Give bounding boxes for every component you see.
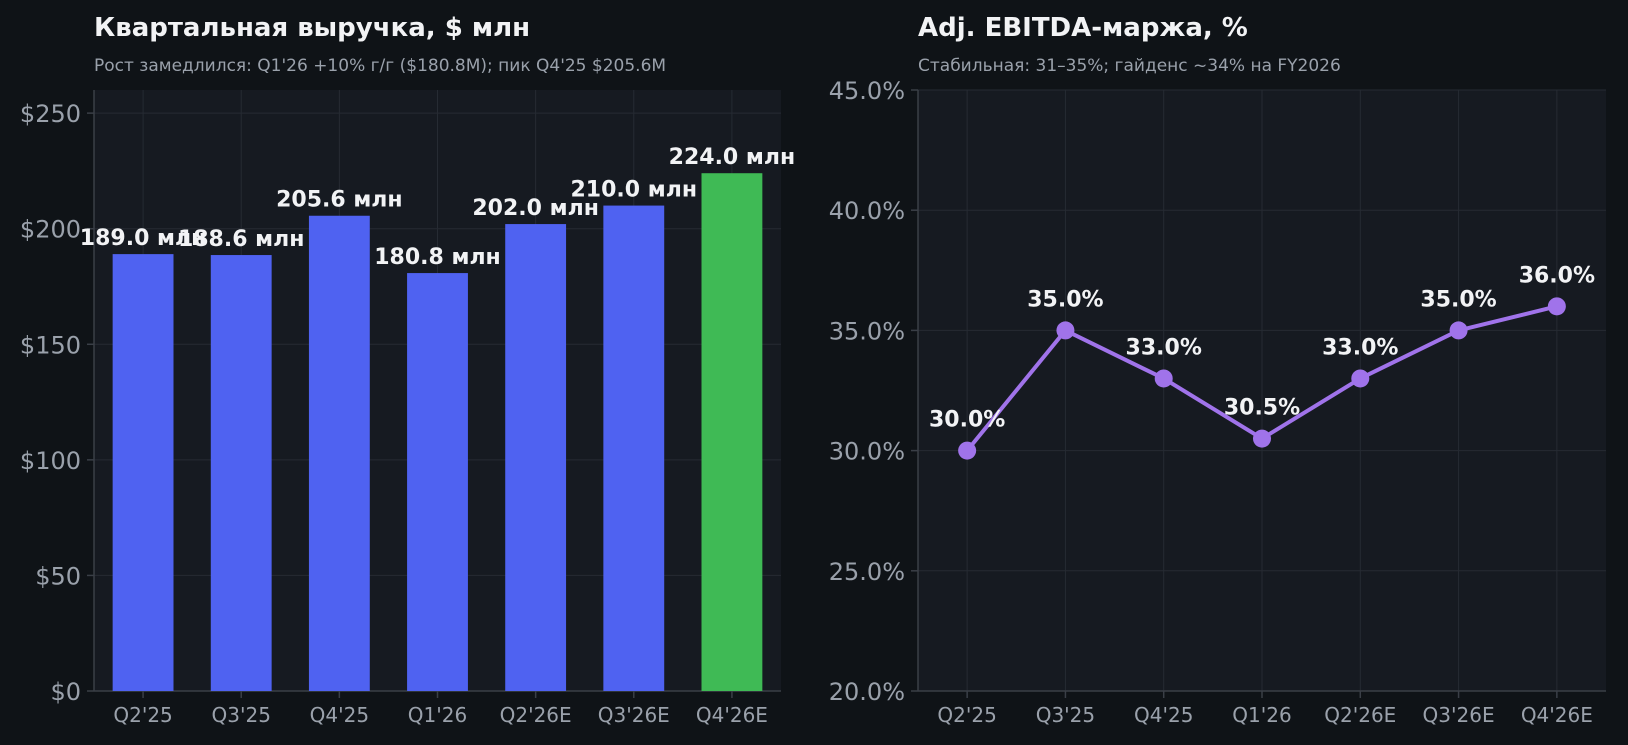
revenue-ytick-label: $250 (20, 100, 81, 128)
revenue-bar (308, 215, 370, 692)
revenue-xtick-label: Q3'25 (212, 703, 271, 727)
revenue-bar-chart: $0 $50 $100 $150 $200 $250 Q2'25 Q3'25 Q4'25 Q1'2… (20, 90, 795, 727)
revenue-data-label: 202.0 млн (472, 196, 599, 221)
margin-xtick-label: Q3'25 (1036, 703, 1095, 727)
margin-xtick-label: Q3'26E (1423, 703, 1495, 727)
revenue-xtick-label: Q4'26E (696, 703, 768, 727)
revenue-xtick-label: Q1'26 (408, 703, 467, 727)
margin-data-label: 30.5% (1224, 396, 1300, 421)
margin-data-point (1351, 369, 1370, 388)
margin-data-label: 36.0% (1519, 263, 1595, 288)
revenue-data-label: 205.6 млн (276, 188, 403, 213)
revenue-data-label: 188.6 млн (178, 227, 305, 252)
revenue-ytick-label: $0 (50, 678, 81, 706)
revenue-xtick-label: Q2'26E (500, 703, 572, 727)
margin-data-point (958, 441, 977, 460)
revenue-bar (603, 205, 665, 692)
margin-ytick-label: 45.0% (829, 77, 905, 105)
margin-ytick-label: 35.0% (829, 317, 905, 345)
margin-data-label: 33.0% (1322, 335, 1398, 360)
margin-ytick-label: 30.0% (829, 438, 905, 466)
margin-xtick-label: Q2'25 (937, 703, 996, 727)
revenue-bar (407, 273, 468, 691)
margin-chart-subtitle: Стабильная: 31–35%; гайденс ~34% на FY20… (918, 56, 1341, 76)
revenue-data-label: 189.0 млн (80, 226, 207, 251)
margin-data-label: 30.0% (929, 408, 1005, 433)
revenue-xtick-label: Q2'25 (113, 703, 172, 727)
margin-ytick-label: 40.0% (829, 197, 905, 225)
revenue-data-label: 180.8 млн (374, 245, 501, 270)
margin-data-point (1154, 369, 1173, 388)
margin-data-point (1449, 321, 1468, 340)
revenue-ytick-label: $150 (20, 331, 81, 359)
margin-xtick-label: Q4'26E (1521, 703, 1593, 727)
margin-xtick-label: Q1'26 (1232, 703, 1291, 727)
margin-data-label: 35.0% (1420, 287, 1496, 312)
revenue-ytick-label: $100 (20, 447, 81, 475)
margin-data-point (1056, 321, 1075, 340)
margin-xtick-label: Q2'26E (1324, 703, 1396, 727)
revenue-chart-title: Квартальная выручка, $ млн (94, 13, 530, 43)
revenue-bar (210, 255, 272, 692)
revenue-xtick-label: Q3'26E (598, 703, 670, 727)
margin-line-chart: 20.0% 25.0% 30.0% 35.0% 40.0% 45.0% Q2'25 Q3'25… (829, 77, 1606, 727)
margin-data-label: 35.0% (1027, 287, 1103, 312)
revenue-data-label: 210.0 млн (571, 178, 698, 203)
revenue-bar (505, 224, 567, 692)
margin-data-point (1547, 297, 1566, 316)
revenue-bar (701, 173, 763, 691)
revenue-ytick-label: $200 (20, 216, 81, 244)
margin-ytick-label: 25.0% (829, 558, 905, 586)
revenue-data-label: 224.0 млн (669, 145, 796, 170)
margin-data-label: 33.0% (1126, 335, 1202, 360)
margin-chart-title: Adj. EBITDA-маржа, % (918, 13, 1248, 43)
margin-xtick-label: Q4'25 (1134, 703, 1193, 727)
revenue-ytick-label: $50 (35, 562, 81, 590)
margin-ytick-label: 20.0% (829, 678, 905, 706)
revenue-bar (112, 254, 174, 691)
revenue-xtick-label: Q4'25 (310, 703, 369, 727)
revenue-chart-subtitle: Рост замедлился: Q1'26 +10% г/г ($180.8M… (94, 56, 666, 76)
margin-data-point (1253, 429, 1271, 448)
